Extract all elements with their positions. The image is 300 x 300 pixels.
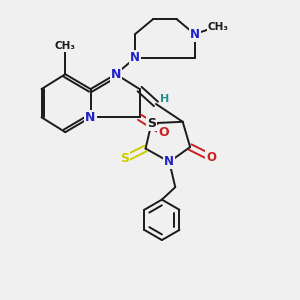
Text: S: S (120, 152, 129, 165)
Text: N: N (85, 111, 96, 124)
Text: S: S (147, 117, 156, 130)
Text: N: N (130, 51, 140, 64)
Text: N: N (190, 28, 200, 40)
Text: O: O (206, 151, 216, 164)
Text: O: O (158, 126, 169, 139)
Text: N: N (164, 155, 174, 168)
Text: N: N (111, 68, 121, 81)
Text: H: H (160, 94, 170, 104)
Text: CH₃: CH₃ (55, 41, 76, 51)
Text: CH₃: CH₃ (208, 22, 229, 32)
